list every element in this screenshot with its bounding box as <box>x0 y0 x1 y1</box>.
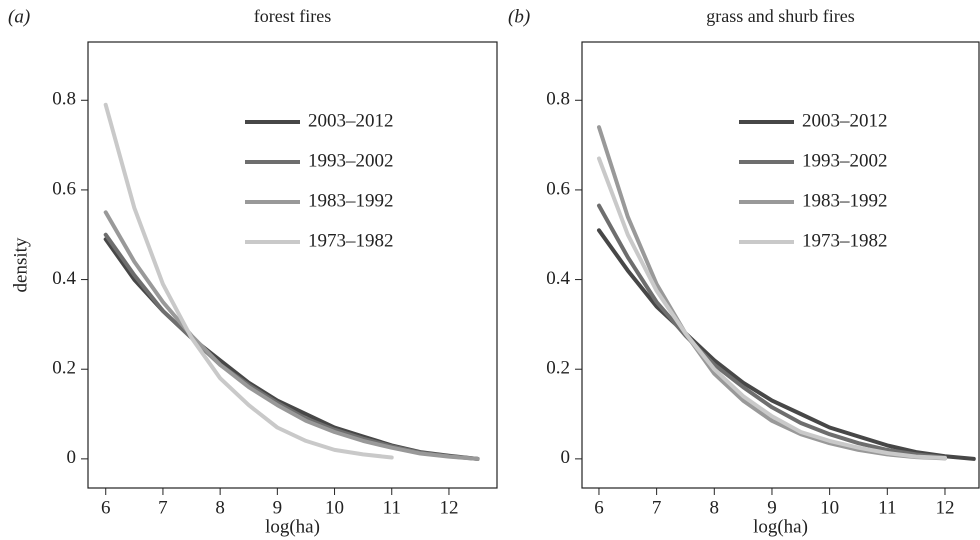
y-tick-label: 0.2 <box>52 358 76 379</box>
x-tick-label: 10 <box>325 497 344 518</box>
plot-frame <box>87 41 498 489</box>
x-tick-label: 10 <box>820 497 839 518</box>
y-tick-label: 0.8 <box>52 89 76 110</box>
y-axis-label: density <box>10 237 31 292</box>
y-tick-label: 0 <box>561 447 571 468</box>
x-tick-label: 6 <box>594 497 604 518</box>
legend-label: 1973–1982 <box>802 230 888 251</box>
y-tick-label: 0.2 <box>546 358 570 379</box>
legend-label: 2003–2012 <box>308 110 394 131</box>
x-tick-label: 6 <box>101 497 111 518</box>
legend-label: 1973–1982 <box>308 230 394 251</box>
legend-label: 1983–1992 <box>802 190 888 211</box>
y-tick-label: 0.6 <box>52 178 76 199</box>
y-tick-label: 0.4 <box>546 268 570 289</box>
density-line <box>597 156 947 460</box>
legend-label: 1993–2002 <box>802 150 888 171</box>
panel-label: (a) <box>8 6 30 27</box>
x-axis-label: log(ha) <box>753 516 808 537</box>
x-tick-label: 7 <box>652 497 662 518</box>
legend-label: 1993–2002 <box>308 150 394 171</box>
y-tick-label: 0 <box>67 447 77 468</box>
y-tick-label: 0.4 <box>52 268 76 289</box>
y-tick-label: 0.8 <box>546 89 570 110</box>
legend-label: 2003–2012 <box>802 110 888 131</box>
panel-label: (b) <box>508 6 530 27</box>
density-line <box>103 232 480 461</box>
chart-title: forest fires <box>254 6 331 26</box>
plot-frame <box>581 41 980 489</box>
density-line <box>103 210 480 461</box>
x-tick-label: 8 <box>710 497 720 518</box>
x-tick-label: 8 <box>215 497 225 518</box>
x-tick-label: 9 <box>273 497 283 518</box>
y-tick-label: 0.6 <box>546 178 570 199</box>
x-tick-label: 12 <box>439 497 458 518</box>
x-tick-label: 11 <box>878 497 896 518</box>
density-line <box>597 228 976 461</box>
legend-label: 1983–1992 <box>308 190 394 211</box>
density-line <box>103 102 394 460</box>
x-tick-label: 9 <box>767 497 777 518</box>
x-tick-label: 7 <box>158 497 168 518</box>
x-axis-label: log(ha) <box>265 516 320 537</box>
chart-title: grass and shurb fires <box>706 6 854 26</box>
x-tick-label: 11 <box>383 497 401 518</box>
x-tick-label: 12 <box>935 497 954 518</box>
density-line <box>103 237 480 461</box>
density-line <box>597 203 947 460</box>
